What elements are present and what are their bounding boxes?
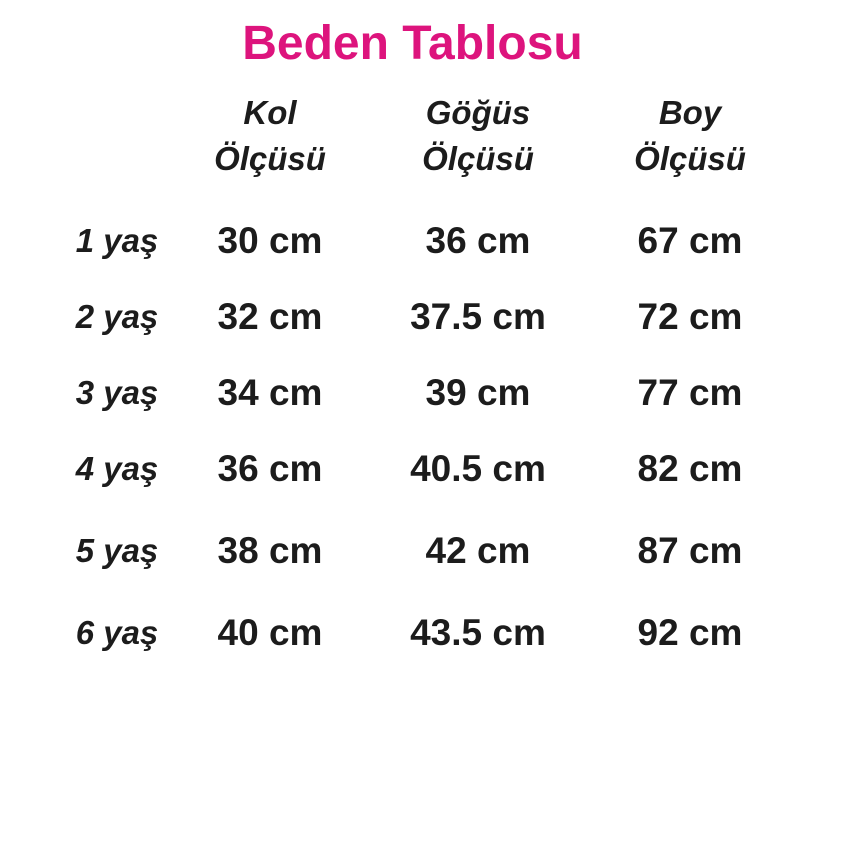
row-2-kol-value: 32 cm bbox=[217, 296, 323, 337]
row-5-gogus-value: 42 cm bbox=[425, 530, 531, 571]
column-header-kol: Kol Ölçüsü bbox=[194, 88, 346, 203]
column-header-gogus-line1: Göğüs bbox=[425, 94, 531, 131]
column-header-boy-line2: Ölçüsü bbox=[634, 140, 746, 177]
row-5-boy-value: 87 cm bbox=[637, 530, 743, 571]
row-1-gogus-value: 36 cm bbox=[425, 220, 531, 261]
column-header-boy: Boy Ölçüsü bbox=[610, 88, 770, 203]
row-6-kol-value: 40 cm bbox=[217, 612, 323, 653]
row-4-kol-value: 36 cm bbox=[217, 448, 323, 489]
column-header-gogus: Göğüs Ölçüsü bbox=[346, 88, 610, 203]
page-title: Beden Tablosu bbox=[242, 17, 583, 70]
row-1-boy-value: 67 cm bbox=[637, 220, 743, 261]
row-5-age-label: 5 yaş bbox=[75, 532, 159, 569]
row-4-age-label: 4 yaş bbox=[75, 450, 159, 487]
row-3-gogus-value: 39 cm bbox=[425, 372, 531, 413]
row-6-boy-value: 92 cm bbox=[637, 612, 743, 653]
column-header-kol-line1: Kol bbox=[243, 94, 297, 131]
row-5-kol-value: 38 cm bbox=[217, 530, 323, 571]
row-1-age-label: 1 yaş bbox=[75, 222, 159, 259]
column-header-kol-line2: Ölçüsü bbox=[214, 140, 326, 177]
row-2-age-label: 2 yaş bbox=[75, 298, 159, 335]
row-6-gogus-value: 43.5 cm bbox=[410, 612, 546, 653]
column-header-boy-line1: Boy bbox=[658, 94, 722, 131]
row-4-gogus-value: 40.5 cm bbox=[410, 448, 546, 489]
row-3-kol-value: 34 cm bbox=[217, 372, 323, 413]
row-6-age-label: 6 yaş bbox=[75, 614, 159, 651]
row-3-age-label: 3 yaş bbox=[75, 374, 159, 411]
row-4-boy-value: 82 cm bbox=[637, 448, 743, 489]
row-2-gogus-value: 37.5 cm bbox=[410, 296, 546, 337]
table-corner-spacer bbox=[40, 88, 194, 203]
row-1-kol-value: 30 cm bbox=[217, 220, 323, 261]
size-table: Kol Ölçüsü Göğüs Ölçüsü Boy Ölçüsü 1 yaş… bbox=[40, 88, 770, 671]
row-2-boy-value: 72 cm bbox=[637, 296, 743, 337]
column-header-gogus-line2: Ölçüsü bbox=[422, 140, 534, 177]
row-3-boy-value: 77 cm bbox=[637, 372, 743, 413]
